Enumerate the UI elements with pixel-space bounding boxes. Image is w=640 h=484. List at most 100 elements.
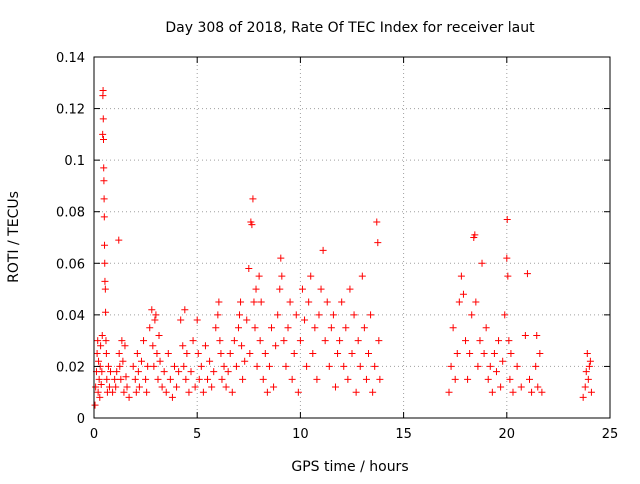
data-point xyxy=(253,362,261,370)
data-point xyxy=(150,362,158,370)
data-point xyxy=(582,368,590,376)
data-point xyxy=(373,218,381,226)
data-point xyxy=(140,337,148,345)
data-point xyxy=(112,383,120,391)
data-point xyxy=(315,311,323,319)
data-point xyxy=(309,350,317,358)
data-point xyxy=(286,298,294,306)
data-point xyxy=(131,375,139,383)
data-point xyxy=(185,388,193,396)
data-point xyxy=(509,388,517,396)
data-point xyxy=(526,375,534,383)
data-point xyxy=(307,272,315,280)
data-point xyxy=(501,311,509,319)
data-point xyxy=(348,350,356,358)
data-point xyxy=(325,362,333,370)
data-point xyxy=(175,368,183,376)
data-point xyxy=(457,272,465,280)
data-point xyxy=(523,270,531,278)
data-point xyxy=(586,357,594,365)
data-point xyxy=(168,393,176,401)
data-point xyxy=(220,362,228,370)
data-point xyxy=(453,350,461,358)
data-point xyxy=(93,350,101,358)
data-point xyxy=(115,236,123,244)
data-point xyxy=(164,350,172,358)
data-point xyxy=(151,316,159,324)
data-point xyxy=(94,337,102,345)
data-point xyxy=(462,337,470,345)
data-point xyxy=(95,375,103,383)
data-point xyxy=(92,383,100,391)
data-point xyxy=(331,383,339,391)
y-tick-label: 0.08 xyxy=(56,206,85,221)
data-point xyxy=(480,350,488,358)
data-point xyxy=(99,130,107,138)
data-point xyxy=(278,272,286,280)
data-point xyxy=(120,388,128,396)
data-point xyxy=(251,324,259,332)
data-point xyxy=(459,290,467,298)
data-point xyxy=(170,362,178,370)
y-tick-label: 0.06 xyxy=(56,257,85,272)
data-point xyxy=(581,383,589,391)
data-point xyxy=(99,87,107,95)
data-point xyxy=(154,375,162,383)
data-point xyxy=(99,115,107,123)
data-point xyxy=(118,337,126,345)
data-point xyxy=(201,342,209,350)
data-point xyxy=(210,368,218,376)
data-point xyxy=(94,388,102,396)
data-point xyxy=(100,177,108,185)
data-point xyxy=(241,357,249,365)
data-point xyxy=(492,368,500,376)
data-point xyxy=(91,401,99,409)
x-tick-label: 25 xyxy=(602,427,619,442)
data-point xyxy=(249,195,257,203)
data-point xyxy=(288,375,296,383)
y-tick-label: 0.12 xyxy=(56,103,85,118)
chart-title: Day 308 of 2018, Rate Of TEC Index for r… xyxy=(165,20,535,36)
data-point xyxy=(129,362,137,370)
data-point xyxy=(107,368,115,376)
y-tick-label: 0.14 xyxy=(56,51,85,66)
y-tick-label: 0.02 xyxy=(56,360,85,375)
data-point xyxy=(338,298,346,306)
data-point xyxy=(449,324,457,332)
data-point xyxy=(102,308,110,316)
data-point xyxy=(152,311,160,319)
data-point xyxy=(451,375,459,383)
data-point xyxy=(270,383,278,391)
data-point xyxy=(375,337,383,345)
data-point xyxy=(471,231,479,239)
data-point xyxy=(102,337,110,345)
data-point xyxy=(319,246,327,254)
data-point xyxy=(113,368,121,376)
data-point xyxy=(248,221,256,229)
data-point xyxy=(224,368,232,376)
data-point xyxy=(499,357,507,365)
data-point xyxy=(179,342,187,350)
data-point xyxy=(243,316,251,324)
data-point xyxy=(100,164,108,172)
data-point xyxy=(246,350,254,358)
data-point xyxy=(276,285,284,293)
data-point xyxy=(466,350,474,358)
data-point xyxy=(101,241,109,249)
data-point xyxy=(182,375,190,383)
data-point xyxy=(374,239,382,247)
data-point xyxy=(476,337,484,345)
data-point xyxy=(134,368,142,376)
data-point xyxy=(117,375,125,383)
data-point xyxy=(156,357,164,365)
data-point xyxy=(579,393,587,401)
data-point xyxy=(445,388,453,396)
data-point xyxy=(528,388,536,396)
data-point xyxy=(488,388,496,396)
data-point xyxy=(230,337,238,345)
data-point xyxy=(252,285,260,293)
data-point xyxy=(317,285,325,293)
data-point xyxy=(239,375,247,383)
data-point xyxy=(533,331,541,339)
